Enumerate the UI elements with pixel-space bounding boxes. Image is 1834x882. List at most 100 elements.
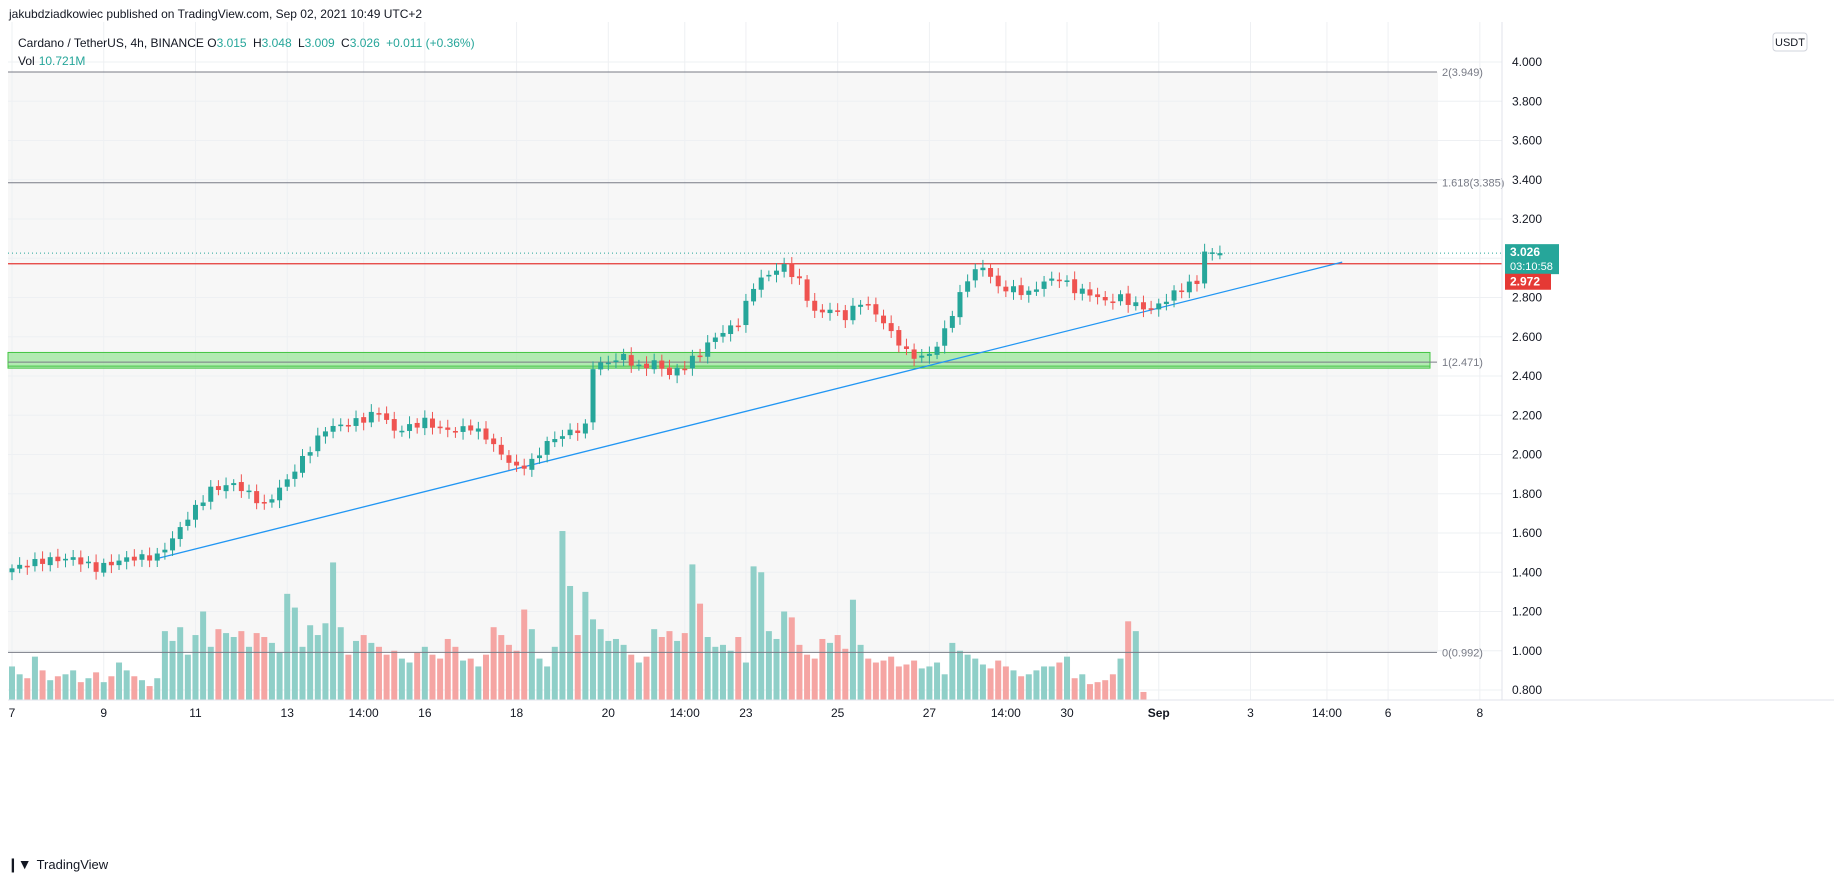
price-tick-label: 3.400 (1512, 173, 1542, 187)
volume-bar (345, 654, 352, 700)
candle (751, 283, 757, 306)
candle (269, 494, 275, 508)
candle-body (491, 438, 497, 445)
candle-body (170, 538, 176, 551)
candle-body (1003, 286, 1009, 292)
candle (200, 495, 206, 511)
volume-bar (704, 637, 711, 700)
candle (1163, 293, 1169, 311)
candle-body (965, 281, 971, 292)
candle (475, 421, 481, 440)
candle-body (1194, 280, 1200, 284)
candle-body (1163, 301, 1169, 305)
candle-body (957, 292, 963, 318)
candle-body (429, 418, 435, 428)
candle (399, 425, 405, 437)
candle (1202, 243, 1208, 289)
price-tick-label: 4.000 (1512, 55, 1542, 69)
resistance-price-value: 2.972 (1510, 275, 1540, 289)
legend-close-label: C (341, 36, 350, 50)
volume-bar (712, 646, 719, 700)
candle-body (1140, 302, 1146, 310)
candle (9, 564, 15, 581)
candle (559, 429, 565, 447)
currency-button[interactable]: USDT (1772, 32, 1808, 52)
volume-bar (811, 658, 818, 700)
volume-bar (230, 637, 237, 700)
candle-body (445, 427, 451, 430)
candle-body (407, 424, 413, 431)
candle-body (452, 430, 458, 433)
candle-body (277, 487, 283, 501)
candle-body (154, 553, 160, 561)
candle-body (40, 558, 46, 564)
candle (17, 557, 23, 574)
candle-body (147, 555, 153, 561)
candle (177, 521, 183, 547)
candle-body (903, 346, 909, 349)
candle (529, 453, 535, 477)
price-tick-label: 3.600 (1512, 134, 1542, 148)
candle-body (17, 564, 23, 569)
candle-body (498, 444, 504, 455)
volume-bar (926, 666, 933, 700)
legend-open-label: O (207, 36, 217, 50)
volume-bar (995, 660, 1002, 700)
candle-body (460, 426, 466, 432)
volume-bar (582, 591, 589, 700)
volume-bar (689, 564, 696, 700)
candle-body (47, 557, 53, 566)
time-tick-label: 3 (1247, 706, 1254, 720)
candle-body (391, 419, 397, 431)
candle (705, 335, 711, 364)
candle-body (1102, 297, 1108, 301)
candle-body (865, 303, 871, 306)
volume-bar (299, 646, 306, 700)
candle-body (1156, 303, 1162, 310)
volume-bar (1132, 631, 1139, 700)
volume-bar (429, 654, 436, 700)
candle (322, 427, 328, 444)
tradingview-logo-icon: ❙▼ (7, 856, 32, 872)
candle-body (200, 502, 206, 506)
time-tick-label: 27 (923, 706, 937, 720)
candle (1217, 245, 1223, 260)
candle (277, 479, 283, 509)
candle (154, 547, 160, 568)
candle-body (544, 441, 550, 455)
candle-body (70, 557, 76, 560)
candle-body (537, 455, 543, 459)
candle-body (437, 426, 443, 429)
candle (124, 551, 130, 570)
volume-bar (1041, 666, 1048, 700)
candle-body (422, 417, 428, 429)
candle-body (789, 263, 795, 278)
candle-body (926, 353, 932, 356)
candle (926, 346, 932, 364)
legend-ohlc-row: Cardano / TetherUS, 4h, BINANCE O3.015 H… (18, 34, 478, 52)
volume-bar (314, 635, 321, 700)
candle-body (529, 458, 535, 470)
volume-bar (353, 640, 360, 700)
volume-bar (903, 664, 910, 700)
candle (1072, 271, 1078, 301)
candle-body (330, 425, 336, 432)
candle (865, 296, 871, 310)
time-tick-label: 11 (189, 706, 202, 720)
price-tick-label: 2.200 (1512, 408, 1542, 422)
volume-bar (437, 658, 444, 700)
fib-level-label: 0(0.992) (1442, 647, 1483, 659)
volume-bar (414, 652, 421, 700)
volume-bar (934, 662, 941, 700)
footer-brand[interactable]: ❙▼ TradingView (7, 856, 108, 873)
volume-bar (773, 638, 780, 700)
time-tick-label: Sep (1148, 706, 1170, 720)
volume-bar (666, 631, 673, 700)
candle-body (995, 275, 1001, 287)
candle (407, 416, 413, 439)
candle (804, 275, 810, 308)
candle (108, 554, 114, 574)
candle (774, 263, 779, 283)
volume-bar (238, 631, 245, 700)
